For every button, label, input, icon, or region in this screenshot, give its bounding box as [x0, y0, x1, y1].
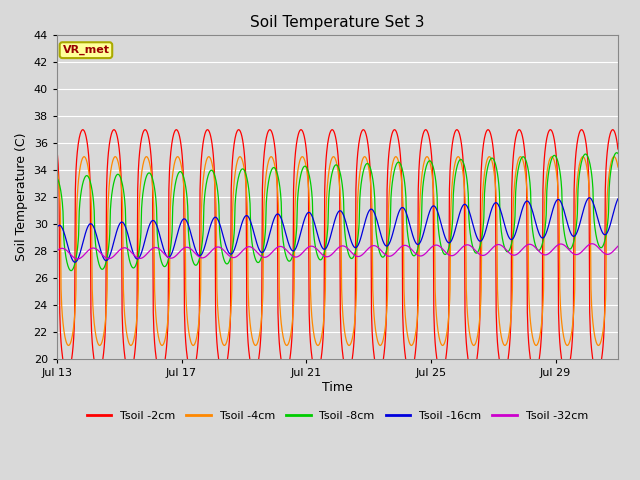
Tsoil -2cm — [327, 128, 335, 133]
Tsoil -16cm — [166, 253, 174, 259]
Tsoil -8cm — [83, 173, 91, 179]
Tsoil -4cm — [614, 164, 622, 170]
Tsoil -16cm — [358, 232, 365, 238]
Tsoil -16cm — [387, 238, 394, 243]
Tsoil -32cm — [74, 256, 81, 262]
Tsoil -8cm — [327, 178, 335, 184]
Tsoil -16cm — [614, 196, 622, 202]
Tsoil -16cm — [586, 195, 593, 201]
Tsoil -16cm — [327, 233, 335, 239]
Tsoil -2cm — [84, 144, 92, 149]
Line: Tsoil -16cm: Tsoil -16cm — [57, 198, 618, 262]
Tsoil -2cm — [53, 146, 61, 152]
Tsoil -32cm — [488, 246, 496, 252]
Line: Tsoil -8cm: Tsoil -8cm — [57, 153, 618, 271]
Tsoil -2cm — [166, 153, 174, 158]
Tsoil -8cm — [612, 150, 620, 156]
Tsoil -16cm — [83, 225, 91, 230]
Tsoil -32cm — [387, 253, 394, 259]
Tsoil -32cm — [614, 243, 622, 249]
Tsoil -2cm — [614, 146, 622, 152]
Tsoil -4cm — [358, 158, 366, 164]
Tsoil -16cm — [53, 225, 61, 231]
Tsoil -8cm — [488, 155, 496, 161]
Tsoil -32cm — [358, 252, 365, 258]
Tsoil -4cm — [80, 154, 88, 159]
Tsoil -32cm — [327, 252, 335, 258]
Tsoil -32cm — [588, 241, 596, 247]
Tsoil -4cm — [327, 158, 335, 164]
Tsoil -2cm — [488, 139, 496, 144]
Tsoil -8cm — [387, 207, 394, 213]
Tsoil -8cm — [614, 151, 622, 156]
Tsoil -2cm — [387, 135, 395, 141]
Tsoil -4cm — [65, 343, 72, 348]
Text: VR_met: VR_met — [63, 45, 109, 55]
Tsoil -4cm — [488, 159, 496, 165]
Legend: Tsoil -2cm, Tsoil -4cm, Tsoil -8cm, Tsoil -16cm, Tsoil -32cm: Tsoil -2cm, Tsoil -4cm, Tsoil -8cm, Tsoi… — [83, 407, 593, 425]
Tsoil -4cm — [53, 164, 61, 170]
Tsoil -8cm — [67, 268, 75, 274]
Tsoil -8cm — [53, 175, 61, 180]
Title: Soil Temperature Set 3: Soil Temperature Set 3 — [250, 15, 424, 30]
Tsoil -4cm — [387, 170, 395, 176]
Tsoil -16cm — [71, 259, 79, 265]
Line: Tsoil -2cm: Tsoil -2cm — [57, 130, 618, 372]
Tsoil -16cm — [488, 205, 496, 211]
Tsoil -4cm — [166, 200, 174, 206]
Tsoil -32cm — [83, 249, 91, 254]
Tsoil -8cm — [358, 177, 365, 182]
Tsoil -8cm — [166, 248, 174, 253]
Tsoil -2cm — [79, 127, 86, 132]
Line: Tsoil -32cm: Tsoil -32cm — [57, 244, 618, 259]
X-axis label: Time: Time — [322, 381, 353, 394]
Tsoil -32cm — [166, 255, 174, 261]
Tsoil -2cm — [358, 128, 366, 133]
Y-axis label: Soil Temperature (C): Soil Temperature (C) — [15, 133, 28, 262]
Tsoil -2cm — [63, 370, 71, 375]
Tsoil -4cm — [84, 162, 92, 168]
Tsoil -32cm — [53, 248, 61, 254]
Line: Tsoil -4cm: Tsoil -4cm — [57, 156, 618, 346]
